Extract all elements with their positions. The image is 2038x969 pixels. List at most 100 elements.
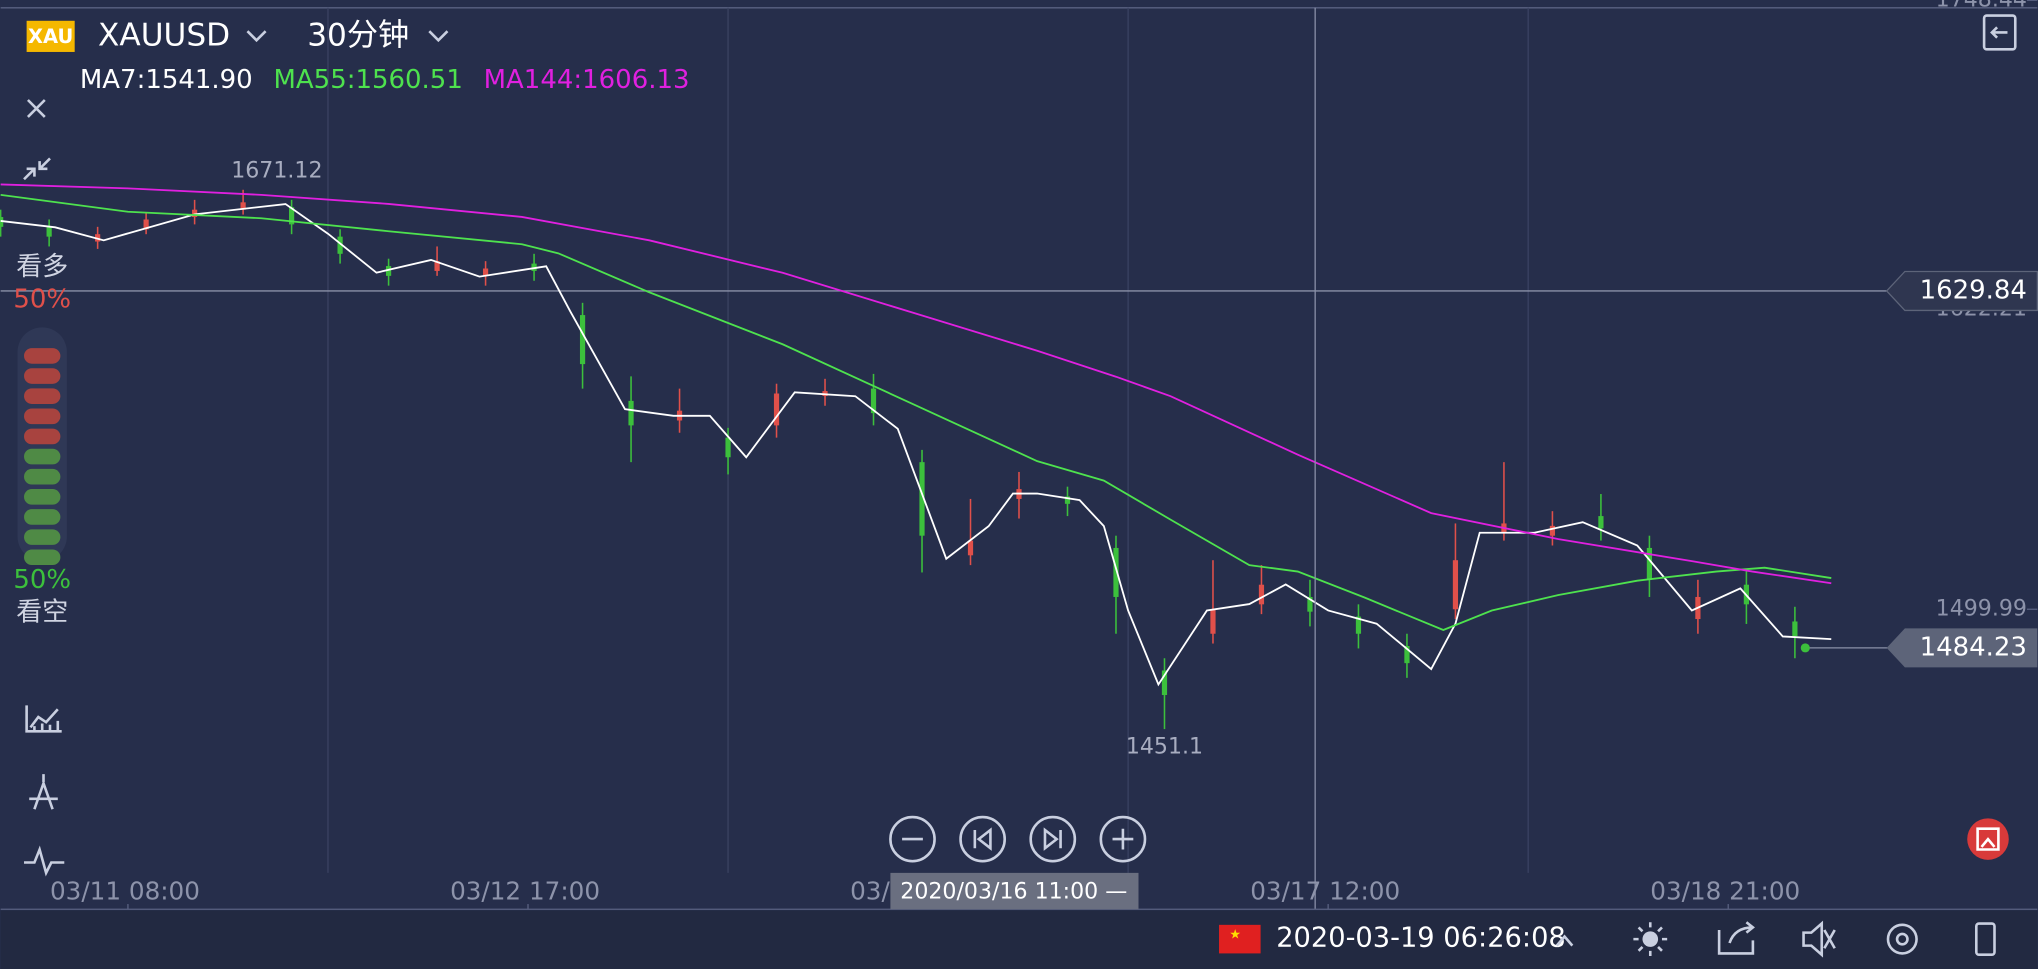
sentiment-pill <box>24 489 61 505</box>
last-price-tag <box>1886 628 2038 668</box>
bear-label: 看空 <box>16 598 68 628</box>
candle-body <box>628 400 634 426</box>
symbol[interactable]: XAUUSD <box>98 17 230 53</box>
candle-body <box>919 462 925 536</box>
sentiment-pill <box>24 468 61 485</box>
exit-arrow <box>1990 26 2008 39</box>
candle-body <box>579 315 586 365</box>
candle-body <box>1355 616 1362 634</box>
zoom-in-button[interactable] <box>1099 815 1147 863</box>
interval[interactable]: 30分钟 <box>307 17 409 53</box>
y-tick-label: 1748.44 <box>1936 0 2027 12</box>
first-button[interactable] <box>959 815 1007 863</box>
candle-body <box>1307 596 1313 612</box>
sentiment-pill <box>24 428 61 445</box>
share-icon[interactable] <box>1717 921 1755 955</box>
last-button[interactable] <box>1029 815 1077 863</box>
sentiment-pill <box>24 549 61 566</box>
crosshair-time-box <box>890 872 1139 910</box>
sentiment-pills <box>24 348 61 566</box>
datetime: 2020-03-19 06:26:08 <box>1276 923 1566 954</box>
low-label: 1451.1 <box>1126 734 1203 759</box>
high-label: 1671.12 <box>231 159 322 184</box>
flag <box>1219 924 1261 954</box>
x-tick-label: 03/12 17:00 <box>450 876 600 905</box>
sentiment-pill <box>24 388 61 404</box>
sun <box>1642 931 1659 947</box>
sentiment-pill <box>24 348 61 364</box>
ma-legend-entry: MA55:1560.51 <box>274 65 463 95</box>
candle-body <box>289 207 295 225</box>
candle-body <box>1258 584 1265 605</box>
candle-body <box>385 266 392 276</box>
candle-body <box>773 393 780 426</box>
status-bar <box>0 910 2038 969</box>
candle-body <box>1792 621 1798 637</box>
ma-line <box>0 193 1832 631</box>
candle-body <box>46 226 52 237</box>
x-axis: 03/11 08:00 03/12 17:00 03/03/17 12:00 03/1… <box>50 876 1800 910</box>
datetime-expand[interactable] <box>1555 934 1574 947</box>
ma-legend-entry: MA144:1606.13 <box>484 65 690 95</box>
candle-body <box>337 236 343 254</box>
zoom-in-glyph <box>1112 828 1134 850</box>
candle-body <box>870 388 877 414</box>
collapse-icon[interactable] <box>23 157 51 181</box>
close-icon[interactable] <box>26 99 46 118</box>
crosshair-time: 2020/03/16 11:00 — <box>900 879 1127 904</box>
candle-body <box>482 268 489 276</box>
candle-body <box>1452 560 1459 610</box>
wave-icon[interactable] <box>24 845 65 877</box>
candle-body <box>1549 525 1556 536</box>
bull-label: 看多 <box>16 252 68 282</box>
bull-percent: 50% <box>13 285 71 315</box>
candle-body <box>1598 516 1604 529</box>
symbol-dropdown[interactable] <box>246 30 267 43</box>
crosshair-price-tag <box>1885 270 2038 312</box>
interval-dropdown[interactable] <box>428 30 449 43</box>
settings-hub <box>1895 932 1909 946</box>
candle-body <box>1064 496 1071 504</box>
brightness-icon[interactable] <box>1633 922 1668 957</box>
ma-line <box>0 203 1832 687</box>
mute-icon[interactable] <box>1802 920 1836 958</box>
candle-body <box>725 437 731 458</box>
screenshot-glyph <box>1976 827 2000 851</box>
x-tick-label: 03/ <box>850 876 890 905</box>
x-tick-label: 03/11 08:00 <box>50 876 200 905</box>
phone-icon[interactable] <box>1975 922 1996 957</box>
ma-legend-entry: MA7:1541.90 <box>80 65 253 95</box>
last-price: 1484.23 <box>1920 632 2027 662</box>
settings-icon[interactable] <box>1886 923 1918 955</box>
logo-badge <box>26 20 75 52</box>
candle-body <box>1210 609 1216 634</box>
sentiment-pill <box>24 408 61 425</box>
exit-icon[interactable] <box>1982 14 2017 51</box>
flag-star: ★ <box>1229 928 1241 943</box>
candle-body <box>1404 645 1410 664</box>
bear-percent: 50% <box>13 565 71 595</box>
candle-body <box>192 209 198 218</box>
plot-area: 1748.441622.211499.991671.121451.11484.2… <box>0 0 2038 873</box>
last-price-dot <box>1800 643 1810 653</box>
y-tick-label: 1499.99 <box>1936 596 2027 621</box>
logo: XAU <box>28 25 73 48</box>
sentiment-pill <box>24 529 61 545</box>
candle-body <box>1646 547 1653 580</box>
sentiment-pill <box>24 509 61 525</box>
crosshair-price: 1629.84 <box>1920 275 2027 305</box>
sentiment-pill <box>24 448 61 465</box>
ma-line <box>0 183 1832 585</box>
first-glyph <box>973 827 992 851</box>
candle-body <box>1113 547 1119 597</box>
candle-body <box>434 261 440 271</box>
x-tick-label: 03/18 21:00 <box>1650 876 1800 905</box>
candle-body <box>1161 670 1168 696</box>
candle-body <box>143 219 149 230</box>
indicator-icon[interactable] <box>25 705 62 733</box>
zoom-out-button[interactable] <box>889 815 936 863</box>
sentiment-pill <box>24 368 61 384</box>
draw-icon[interactable] <box>29 774 58 810</box>
